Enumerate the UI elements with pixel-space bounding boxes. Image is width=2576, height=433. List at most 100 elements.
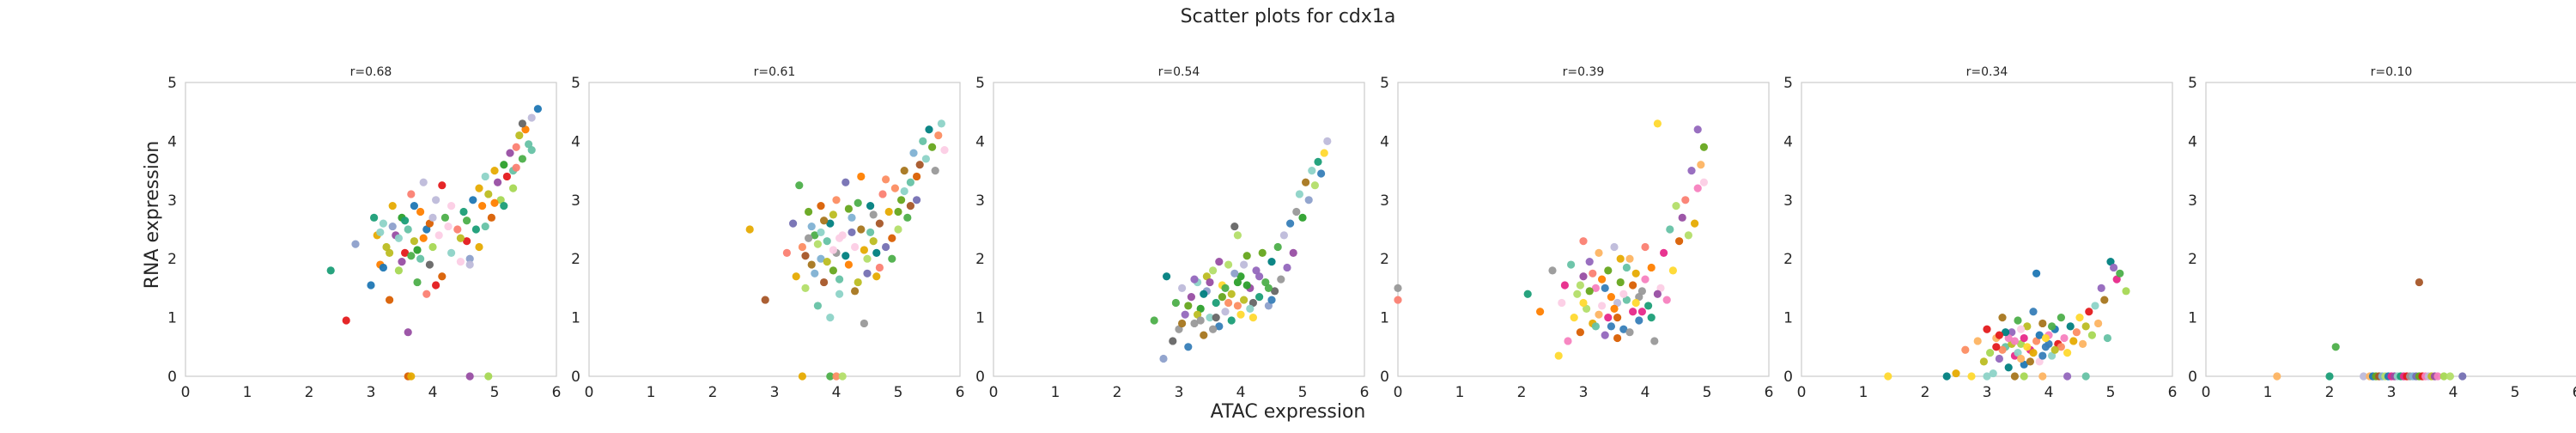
scatter-panel-3: r=0.54 0 1 2 3 4 5 6 0 1 2 3 4 5	[975, 65, 1369, 401]
data-point	[2029, 308, 2038, 316]
x-tick-label: 1	[647, 384, 656, 401]
data-point	[888, 234, 896, 242]
data-point	[1227, 316, 1236, 325]
data-point	[370, 213, 379, 222]
data-point	[2026, 357, 2034, 366]
data-point	[2094, 319, 2103, 328]
data-point	[811, 231, 819, 240]
data-point	[379, 263, 387, 272]
data-point	[2010, 372, 2019, 381]
data-point	[1181, 310, 1189, 319]
data-point	[1579, 298, 1588, 308]
data-point	[425, 260, 434, 269]
y-tick-label: 3	[571, 192, 580, 210]
data-point	[1163, 272, 1171, 281]
data-point	[2110, 263, 2118, 272]
data-point	[900, 186, 908, 196]
data-point	[2057, 343, 2065, 351]
data-point	[478, 202, 487, 210]
data-point	[1200, 331, 1208, 339]
data-point	[2066, 322, 2075, 331]
data-point	[805, 234, 813, 242]
data-point	[1613, 333, 1622, 343]
data-point	[894, 225, 902, 234]
data-point	[817, 254, 825, 263]
data-point	[841, 178, 850, 186]
data-point	[527, 113, 536, 122]
data-point	[1567, 260, 1576, 269]
x-tick-label: 3	[1983, 384, 1992, 401]
data-point	[1206, 314, 1214, 322]
data-point	[2458, 372, 2467, 381]
data-point	[826, 219, 835, 228]
data-point	[465, 372, 474, 381]
data-point	[428, 242, 437, 252]
data-point	[416, 207, 425, 216]
data-point	[1573, 290, 1582, 298]
y-tick-label: 0	[571, 369, 580, 386]
data-point	[801, 284, 810, 292]
data-point	[1979, 357, 1988, 366]
data-point	[857, 172, 866, 181]
x-tick-label: 4	[2449, 384, 2458, 401]
data-point	[1221, 284, 1230, 292]
data-point	[1607, 293, 1615, 302]
data-point	[1983, 325, 1991, 333]
data-point	[832, 372, 841, 381]
data-point	[394, 234, 403, 242]
y-tick-label: 5	[975, 75, 985, 92]
data-point	[500, 202, 508, 210]
data-point	[915, 161, 924, 169]
data-point	[1598, 302, 1607, 310]
data-point	[1967, 372, 1976, 381]
data-point	[882, 175, 890, 184]
data-point	[367, 281, 375, 290]
data-point	[906, 178, 914, 186]
data-point	[438, 272, 447, 281]
data-point	[807, 222, 816, 231]
data-point	[1175, 325, 1183, 333]
data-point	[894, 207, 902, 216]
data-point	[2038, 319, 2047, 328]
y-tick-label: 3	[1783, 192, 1793, 210]
data-point	[798, 242, 807, 252]
data-point	[2014, 316, 2022, 325]
data-point	[1304, 196, 1313, 204]
data-point	[801, 252, 810, 260]
panel-title: r=0.61	[754, 65, 796, 79]
data-point	[909, 149, 918, 157]
data-point	[2010, 337, 2019, 345]
data-point	[1961, 345, 1970, 354]
data-point	[1255, 272, 1264, 281]
data-point	[1681, 196, 1690, 204]
data-point	[465, 254, 474, 263]
data-point	[854, 198, 862, 207]
data-point	[807, 260, 816, 269]
y-tick-label: 4	[975, 133, 985, 150]
data-point	[1662, 296, 1671, 304]
data-point	[1224, 260, 1233, 269]
data-point	[456, 234, 465, 242]
data-point	[2004, 363, 2013, 372]
y-tick-label: 2	[2188, 251, 2197, 268]
data-point	[440, 213, 450, 222]
data-point	[496, 196, 505, 204]
plot-frame	[1397, 82, 1770, 377]
data-point	[481, 222, 489, 231]
data-point	[1196, 304, 1205, 313]
data-point	[835, 275, 844, 284]
x-tick-label: 1	[1455, 384, 1465, 401]
data-point	[1604, 314, 1613, 322]
data-point	[1178, 284, 1187, 292]
data-point	[1589, 269, 1597, 277]
data-point	[1560, 281, 1569, 290]
data-point	[1320, 149, 1328, 157]
data-point	[2020, 372, 2028, 381]
data-point	[1697, 161, 1705, 169]
data-point	[860, 246, 869, 254]
data-point	[835, 290, 844, 298]
data-point	[2273, 372, 2281, 381]
data-point	[1323, 137, 1332, 145]
data-point	[1523, 290, 1532, 298]
